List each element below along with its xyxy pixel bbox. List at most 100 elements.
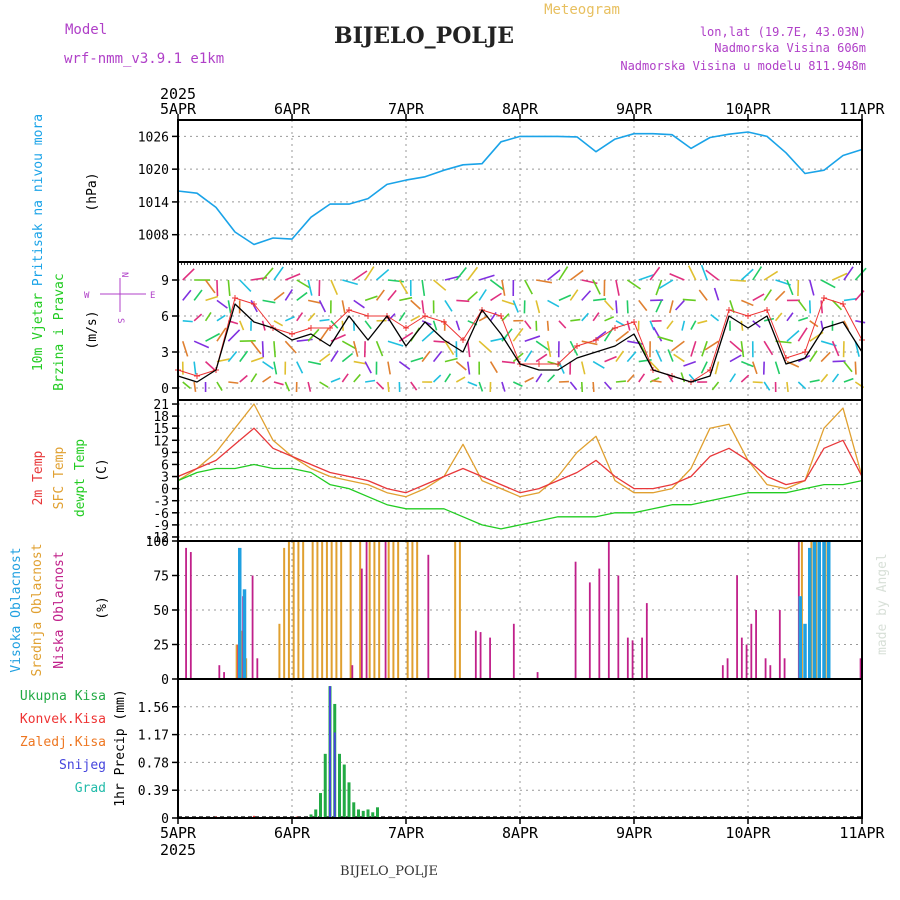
wind-arrow [774, 361, 781, 375]
cloud-low-bar [755, 610, 757, 679]
wind-arrow [432, 350, 443, 363]
wind-arrow [227, 300, 232, 314]
wind-arrow [831, 340, 840, 357]
wind-arrow [285, 273, 301, 281]
cloud-high-bar [808, 547, 812, 679]
wind-arrow [649, 361, 660, 372]
wind-label-line2: Brzina i Pravac [52, 273, 67, 390]
wind-arrow [216, 299, 228, 309]
pressure-label: Pritisak na nivou mora [31, 114, 46, 286]
cloud-mid-bar [378, 541, 381, 679]
y-tick-label: 1008 [138, 229, 169, 244]
wind-arrow [193, 361, 197, 375]
wind-arrow [786, 312, 794, 322]
wind-arrow [604, 316, 615, 322]
wind-arrow [296, 361, 304, 374]
compass-s-label: S [115, 318, 125, 323]
wind-arrow [262, 360, 274, 370]
cloud-mid-bar [359, 541, 362, 679]
wind-arrow [216, 381, 223, 392]
cloud-mid-bar [292, 541, 295, 679]
wind-arrow [710, 313, 720, 322]
zaledj-kisa-label: Zaledj.Kisa [20, 735, 106, 750]
wind-arrow [273, 320, 284, 327]
credit-label: made by Angel [875, 553, 890, 655]
cloud-low-bar [536, 672, 539, 679]
wind-arrow [182, 289, 192, 301]
wind-arrow [741, 360, 754, 368]
wind-speed-line [177, 303, 863, 383]
elevation-label: Nadmorska Visina 606m [714, 41, 866, 55]
wind-arrow [421, 300, 425, 314]
cloud-low-bar [607, 541, 610, 679]
wind-arrow [455, 320, 461, 331]
cloud-mid-bar [321, 541, 324, 679]
wind-gust-marker [251, 301, 257, 307]
y-tick-label: 0 [161, 483, 169, 498]
wind-arrow [690, 320, 697, 330]
y-tick-label: -9 [153, 519, 169, 534]
cloud-mid-bar [278, 623, 281, 679]
wind-arrow [501, 299, 515, 306]
wind-arrow [239, 374, 248, 383]
cloud-low-bar [185, 547, 187, 679]
wind-arrow [353, 360, 367, 365]
cloud-high-bar [817, 541, 821, 679]
total-precip-bar [352, 802, 356, 818]
wind-arrow [421, 350, 431, 363]
wind-arrow [387, 279, 404, 283]
wind-arrow [273, 266, 284, 281]
y-tick-label: 75 [153, 570, 169, 585]
wind-arrow [687, 265, 697, 281]
wind-arrow [467, 381, 478, 387]
cloud-mid-bar [416, 541, 419, 679]
cloud-low-bar [740, 637, 743, 679]
wind-arrow [546, 320, 550, 331]
wind-arrow [467, 266, 479, 281]
wind-arrow [615, 380, 626, 383]
cloud-low-bar [218, 665, 221, 679]
wind-arrow [296, 279, 311, 289]
wind-unit-label: (m/s) [85, 310, 100, 349]
wind-arrow [296, 291, 308, 302]
wind-arrow [729, 373, 737, 383]
dewpt-label: dewpt Temp [73, 439, 88, 517]
wind-arrow [697, 320, 708, 325]
wind-arrow [651, 379, 662, 383]
wind-arrow [319, 318, 330, 322]
wind-arrow [673, 353, 685, 363]
wind-arrow [524, 376, 535, 383]
total-precip-bar [342, 764, 346, 818]
cloud-mid-bar [373, 541, 376, 679]
wind-arrow [478, 381, 484, 392]
wind-arrow [444, 340, 455, 356]
cloud-mid-bar [368, 541, 371, 679]
cloud-mid-bar [349, 541, 352, 679]
wind-gust-marker [726, 307, 732, 313]
compass-e-label: E [150, 291, 155, 301]
wind-arrow [701, 340, 708, 357]
wind-arrow [341, 373, 349, 383]
wind-arrow [729, 279, 746, 282]
wind-arrow [273, 381, 284, 386]
wind-arrow [752, 320, 761, 329]
wind-arrow [626, 374, 635, 383]
cloud-mid-bar [297, 541, 300, 679]
wind-arrow [227, 279, 231, 297]
wind-arrow [410, 299, 421, 310]
wind-arrow [711, 381, 720, 391]
wind-arrow [410, 315, 420, 322]
wind-gust-marker [593, 337, 599, 343]
y-tick-label: 21 [153, 398, 169, 413]
wind-arrow [512, 352, 524, 363]
wind-arrow [375, 340, 384, 357]
cloud-low-bar [474, 630, 477, 679]
total-precip-bar [309, 814, 313, 818]
wind-arrow [714, 361, 720, 375]
wind-arrow [752, 293, 765, 302]
wind-arrow [820, 279, 836, 289]
wind-arrow [365, 379, 376, 383]
wind-arrow [432, 374, 442, 383]
wind-arrow [330, 377, 341, 383]
cloud-mid-bar [330, 541, 333, 679]
